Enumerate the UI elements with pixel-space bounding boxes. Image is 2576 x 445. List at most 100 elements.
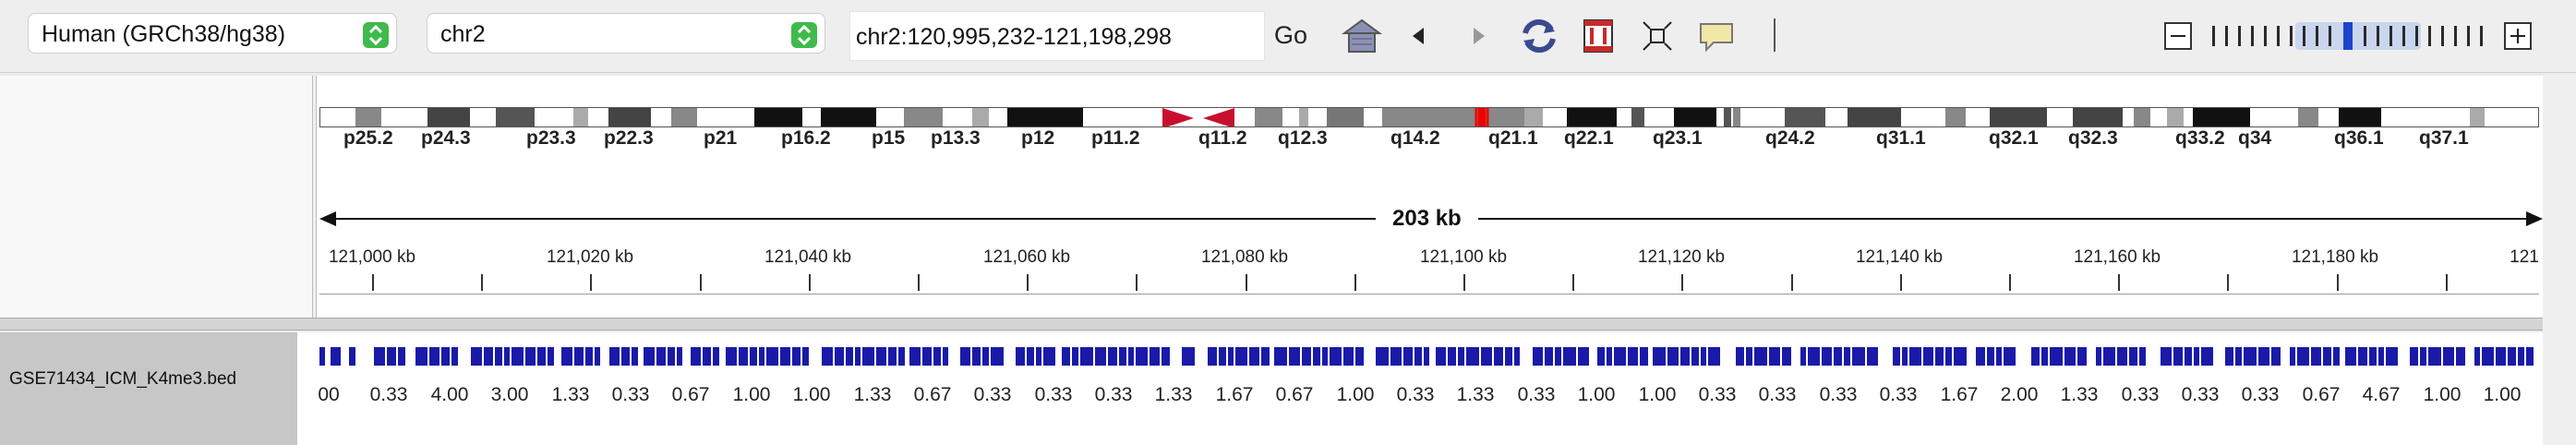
bed-feature[interactable] (585, 347, 593, 366)
bed-feature[interactable] (495, 347, 502, 366)
bed-feature[interactable] (656, 347, 666, 366)
bed-feature[interactable] (512, 347, 524, 366)
bed-feature[interactable] (484, 347, 493, 366)
bed-feature[interactable] (621, 347, 630, 366)
bed-feature[interactable] (1274, 347, 1287, 366)
refresh-icon[interactable] (1516, 13, 1562, 59)
bed-feature[interactable] (2323, 347, 2331, 366)
bed-feature[interactable] (1822, 347, 1832, 366)
bed-feature[interactable] (1769, 347, 1780, 366)
bed-feature[interactable] (1481, 347, 1492, 366)
bed-feature[interactable] (331, 347, 341, 366)
bed-feature[interactable] (2050, 347, 2063, 366)
bed-feature[interactable] (2064, 347, 2076, 366)
bed-feature[interactable] (1343, 347, 1354, 366)
bed-feature[interactable] (1261, 347, 1270, 366)
bed-feature[interactable] (922, 347, 932, 366)
bed-feature[interactable] (1923, 347, 1933, 366)
bed-feature[interactable] (1667, 347, 1679, 366)
bed-feature[interactable] (1036, 347, 1041, 366)
bed-feature[interactable] (1902, 347, 1908, 366)
bed-feature[interactable] (1448, 347, 1456, 366)
genome-select[interactable]: Human (GRCh38/hg38) (28, 13, 397, 54)
bed-feature[interactable] (2117, 347, 2127, 366)
bed-feature[interactable] (846, 347, 853, 366)
bed-feature[interactable] (1909, 347, 1921, 366)
bed-feature[interactable] (2428, 347, 2441, 366)
bed-feature[interactable] (802, 347, 809, 366)
bed-feature[interactable] (888, 347, 897, 366)
bed-feature[interactable] (574, 347, 584, 366)
bed-feature[interactable] (960, 347, 970, 366)
bed-feature[interactable] (2311, 347, 2321, 366)
bed-feature[interactable] (1852, 347, 1865, 366)
go-button[interactable]: Go (1274, 21, 1308, 49)
bed-feature[interactable] (1072, 347, 1078, 366)
bed-feature[interactable] (1893, 347, 1900, 366)
bed-feature[interactable] (1555, 347, 1561, 366)
bed-feature[interactable] (2420, 347, 2426, 366)
bed-feature[interactable] (2201, 347, 2213, 366)
bed-feature[interactable] (2194, 347, 2199, 366)
bed-feature[interactable] (1545, 347, 1553, 366)
bed-feature[interactable] (537, 347, 546, 366)
bed-feature[interactable] (374, 347, 385, 366)
bed-feature[interactable] (561, 347, 572, 366)
bed-feature[interactable] (1987, 347, 1994, 366)
bed-feature[interactable] (1533, 347, 1543, 366)
bed-feature[interactable] (1235, 347, 1247, 366)
forward-icon[interactable] (1457, 13, 1503, 59)
bed-feature[interactable] (1376, 347, 1389, 366)
bed-feature[interactable] (349, 347, 355, 366)
bed-feature[interactable] (1219, 347, 1226, 366)
bed-feature[interactable] (1466, 347, 1479, 366)
bed-feature[interactable] (2297, 347, 2309, 366)
bed-feature[interactable] (1330, 347, 1342, 366)
bed-feature[interactable] (441, 347, 450, 366)
bed-feature[interactable] (1458, 347, 1464, 366)
bed-feature[interactable] (668, 347, 675, 366)
bed-feature[interactable] (1095, 347, 1106, 366)
bed-feature[interactable] (504, 347, 510, 366)
bed-feature[interactable] (2378, 347, 2384, 366)
bed-feature[interactable] (1867, 347, 1878, 366)
zoom-in-button[interactable] (2504, 22, 2532, 50)
bed-feature[interactable] (1708, 347, 1720, 366)
bed-feature[interactable] (2333, 347, 2340, 366)
bed-feature[interactable] (835, 347, 844, 366)
bed-feature[interactable] (2410, 347, 2418, 366)
bed-feature[interactable] (1976, 347, 1985, 366)
bed-feature[interactable] (909, 347, 921, 366)
bed-feature[interactable] (2103, 347, 2115, 366)
bed-feature[interactable] (1614, 347, 1626, 366)
bed-feature[interactable] (1607, 347, 1612, 366)
bed-feature-bar[interactable] (319, 347, 2534, 366)
bed-feature[interactable] (1736, 347, 1744, 366)
bed-feature[interactable] (451, 347, 458, 366)
bed-feature[interactable] (726, 347, 737, 366)
locus-input[interactable]: chr2:120,995,232-121,198,298 (849, 11, 1265, 61)
bed-feature[interactable] (2369, 347, 2377, 366)
bed-feature[interactable] (1208, 347, 1217, 366)
bed-feature[interactable] (1844, 347, 1850, 366)
bed-feature[interactable] (691, 347, 701, 366)
bed-feature[interactable] (1691, 347, 1699, 366)
bed-feature[interactable] (609, 347, 620, 366)
bed-feature[interactable] (644, 347, 655, 366)
bed-feature[interactable] (1322, 347, 1328, 366)
bed-feature[interactable] (703, 347, 711, 366)
track-name-panel[interactable] (0, 332, 297, 445)
bed-feature[interactable] (2526, 347, 2534, 366)
bed-feature[interactable] (739, 347, 748, 366)
bed-feature[interactable] (1390, 347, 1402, 366)
bed-feature[interactable] (2258, 347, 2269, 366)
bed-feature[interactable] (1494, 347, 1503, 366)
bed-feature[interactable] (1746, 347, 1752, 366)
bed-feature[interactable] (319, 347, 325, 366)
bed-feature[interactable] (525, 347, 536, 366)
bed-feature[interactable] (1043, 347, 1055, 366)
bed-feature[interactable] (1403, 347, 1413, 366)
bed-feature[interactable] (1302, 347, 1311, 366)
bed-feature[interactable] (398, 347, 405, 366)
bed-feature[interactable] (1578, 347, 1589, 366)
